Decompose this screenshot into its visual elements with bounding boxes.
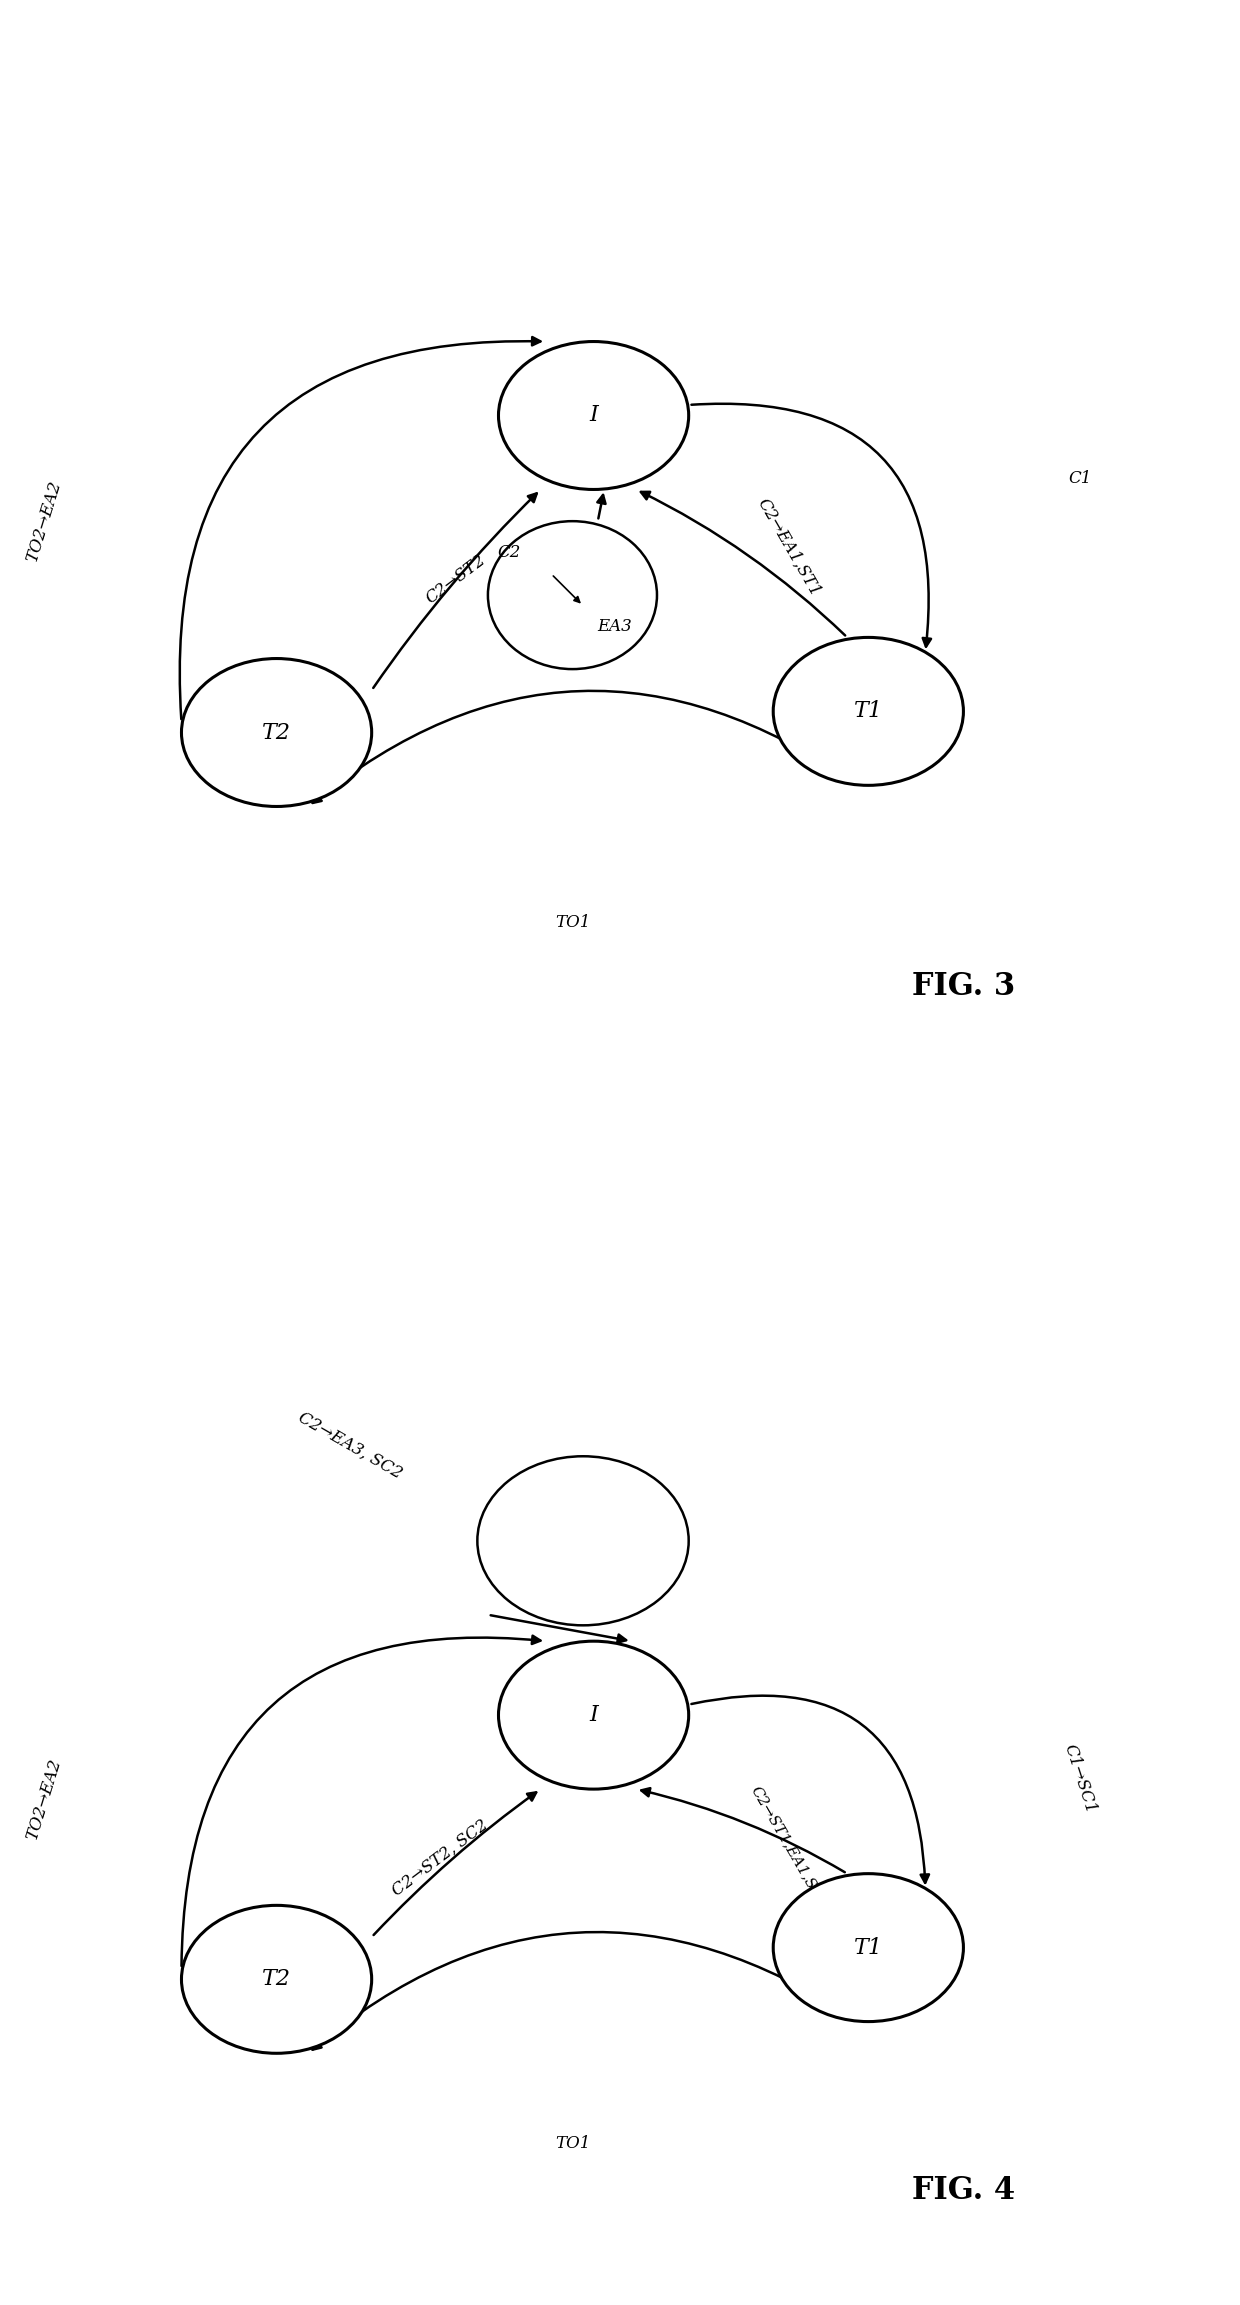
Text: T2: T2 [262, 721, 291, 745]
Text: C1→SC1: C1→SC1 [1060, 1743, 1099, 1816]
Text: T1: T1 [854, 701, 883, 721]
Text: TO1: TO1 [554, 915, 590, 931]
Text: TO2→EA2: TO2→EA2 [24, 479, 64, 565]
Text: C2→EA3, SC2: C2→EA3, SC2 [295, 1408, 405, 1482]
Text: I: I [589, 1703, 598, 1726]
Text: EA3: EA3 [598, 618, 632, 636]
Text: FIG. 4: FIG. 4 [911, 2176, 1016, 2206]
Ellipse shape [774, 1874, 963, 2021]
Text: C2: C2 [497, 544, 521, 562]
Text: C2→EA1,ST1: C2→EA1,ST1 [754, 496, 825, 599]
Ellipse shape [498, 341, 688, 489]
Ellipse shape [181, 659, 372, 807]
Text: C2→ST2: C2→ST2 [423, 551, 490, 606]
Text: C2→ST2, SC2: C2→ST2, SC2 [389, 1816, 491, 1899]
Ellipse shape [181, 1906, 372, 2054]
Text: TO1: TO1 [554, 2134, 590, 2151]
Text: T1: T1 [854, 1936, 883, 1959]
Text: T2: T2 [262, 1968, 291, 1989]
Text: TO2→EA2: TO2→EA2 [24, 1756, 64, 1842]
Ellipse shape [498, 1641, 688, 1789]
Text: I: I [589, 403, 598, 426]
Ellipse shape [774, 638, 963, 786]
Text: C2→ST1,EA1,SC2: C2→ST1,EA1,SC2 [749, 1784, 830, 1911]
Text: FIG. 3: FIG. 3 [911, 970, 1016, 1003]
Text: C1: C1 [1068, 470, 1091, 486]
